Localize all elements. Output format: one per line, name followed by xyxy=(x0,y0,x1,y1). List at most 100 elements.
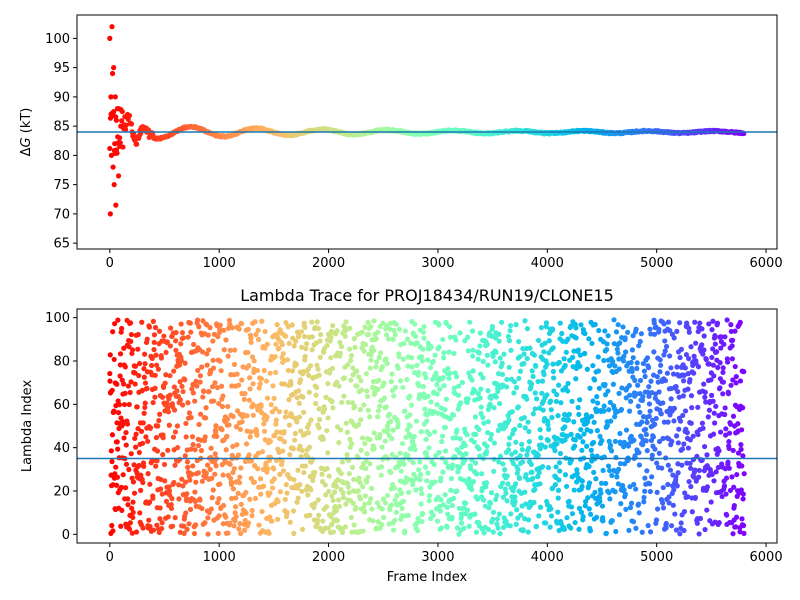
lambda-point xyxy=(582,350,588,357)
lambda-y-tick-label: 20 xyxy=(53,485,70,500)
lambda-y-tick-label: 100 xyxy=(45,311,70,326)
dg-y-axis-label: ΔG (kT) xyxy=(19,108,34,157)
lambda-point xyxy=(122,364,128,370)
lambda-point xyxy=(221,347,227,353)
lambda-point xyxy=(248,475,254,482)
lambda-point xyxy=(343,319,349,325)
lambda-point xyxy=(378,464,385,470)
lambda-point xyxy=(108,448,114,454)
lambda-point xyxy=(729,337,736,343)
lambda-point xyxy=(438,475,444,481)
lambda-point xyxy=(246,375,253,381)
lambda-point xyxy=(301,320,307,326)
lambda-point xyxy=(657,369,663,375)
lambda-point xyxy=(490,353,496,359)
lambda-point xyxy=(505,333,511,340)
lambda-point xyxy=(223,514,229,520)
lambda-point xyxy=(613,454,619,461)
lambda-point xyxy=(490,509,497,515)
lambda-point xyxy=(505,481,511,487)
lambda-point xyxy=(690,433,696,439)
lambda-point xyxy=(681,441,687,447)
lambda-point xyxy=(351,522,357,528)
lambda-point xyxy=(132,363,139,369)
lambda-point xyxy=(644,355,651,361)
lambda-point xyxy=(320,436,326,442)
lambda-point xyxy=(318,331,324,338)
lambda-point xyxy=(361,402,367,408)
lambda-point xyxy=(336,440,342,446)
lambda-point xyxy=(358,387,365,393)
lambda-point xyxy=(142,400,148,406)
lambda-point xyxy=(495,525,501,531)
lambda-point xyxy=(183,510,189,516)
lambda-point xyxy=(208,445,214,451)
lambda-point xyxy=(299,488,305,494)
lambda-point xyxy=(328,334,334,341)
lambda-point xyxy=(449,502,455,509)
lambda-point xyxy=(699,326,705,332)
lambda-point xyxy=(677,531,683,537)
lambda-point xyxy=(485,362,491,368)
lambda-point xyxy=(709,354,715,361)
lambda-point xyxy=(579,483,585,489)
lambda-point xyxy=(423,478,430,484)
lambda-point xyxy=(309,334,315,340)
lambda-point xyxy=(692,467,698,473)
lambda-point xyxy=(687,376,693,383)
lambda-point xyxy=(436,449,442,456)
lambda-point xyxy=(475,356,481,362)
lambda-point xyxy=(738,487,744,493)
lambda-point xyxy=(538,325,545,331)
lambda-point xyxy=(621,487,627,493)
lambda-point xyxy=(477,330,483,336)
dg-x-tick-label: 1000 xyxy=(203,256,236,271)
lambda-point xyxy=(225,325,232,331)
lambda-point xyxy=(622,335,628,341)
lambda-point xyxy=(358,378,364,384)
lambda-point xyxy=(258,491,264,497)
lambda-point xyxy=(163,372,169,378)
lambda-point xyxy=(173,347,179,353)
lambda-point xyxy=(355,488,361,494)
lambda-point xyxy=(411,434,417,440)
lambda-point xyxy=(356,475,362,481)
lambda-point xyxy=(659,465,665,471)
lambda-point xyxy=(232,518,238,524)
lambda-point xyxy=(203,405,209,411)
dg-y-tick-label: 100 xyxy=(45,32,70,47)
lambda-point xyxy=(390,527,397,533)
lambda-point xyxy=(107,352,113,358)
lambda-point xyxy=(423,436,429,442)
lambda-point xyxy=(494,516,501,522)
lambda-point xyxy=(401,461,407,467)
lambda-point xyxy=(311,504,317,510)
lambda-point xyxy=(185,464,191,470)
lambda-point xyxy=(215,500,221,506)
dg-point xyxy=(107,211,113,217)
lambda-point xyxy=(688,420,694,426)
lambda-point xyxy=(376,354,382,361)
lambda-point xyxy=(691,353,697,359)
lambda-point xyxy=(731,484,737,490)
lambda-point xyxy=(235,490,241,496)
lambda-x-tick-label: 5000 xyxy=(640,550,673,565)
lambda-point xyxy=(664,370,671,376)
lambda-point xyxy=(712,333,718,339)
lambda-point xyxy=(177,529,183,535)
lambda-point xyxy=(442,492,448,498)
lambda-point xyxy=(216,513,222,519)
lambda-point xyxy=(507,435,513,441)
lambda-point xyxy=(122,485,129,491)
lambda-point xyxy=(636,343,642,349)
lambda-point xyxy=(591,419,597,425)
lambda-point xyxy=(127,320,134,326)
lambda-point xyxy=(214,385,221,391)
lambda-point xyxy=(603,480,609,487)
lambda-point xyxy=(463,451,469,457)
lambda-point xyxy=(587,528,594,534)
lambda-point xyxy=(309,347,315,353)
lambda-point xyxy=(149,355,155,362)
lambda-point xyxy=(631,481,637,488)
lambda-point xyxy=(438,497,444,503)
